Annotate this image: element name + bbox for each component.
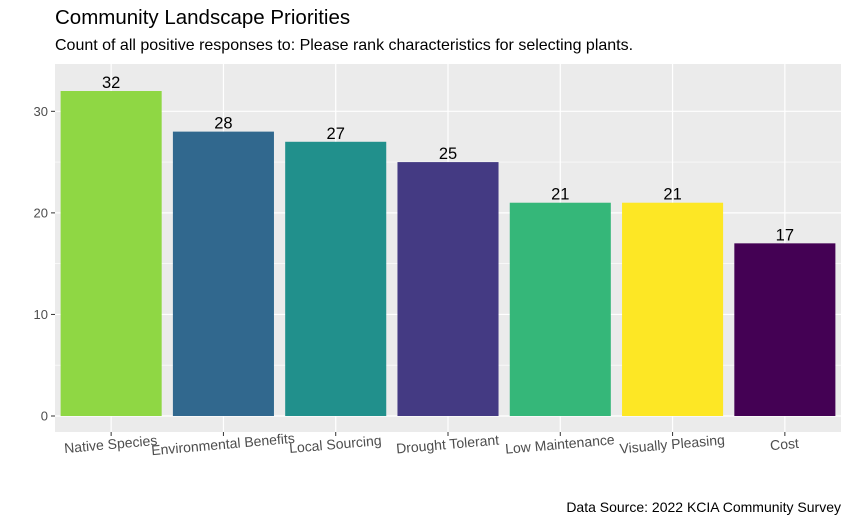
data-label: 32 [102, 74, 120, 92]
y-tick-label: 20 [34, 205, 48, 220]
x-tick-label: Cost [769, 435, 799, 453]
chart-subtitle: Count of all positive responses to: Plea… [55, 37, 634, 54]
data-label: 28 [214, 115, 232, 133]
data-label: 25 [439, 145, 457, 163]
bar [734, 243, 836, 416]
data-label: 21 [551, 186, 569, 204]
x-tick-label: Visually Pleasing [619, 431, 726, 456]
data-labels: 32 28 27 25 21 21 17 [102, 74, 794, 244]
y-tick-label: 10 [34, 307, 48, 322]
chart-title: Community Landscape Priorities [55, 6, 351, 29]
x-tick-label: Native Species [63, 432, 157, 456]
bar [397, 162, 499, 416]
data-label: 17 [776, 226, 794, 244]
chart-caption: Data Source: 2022 KCIA Community Survey [566, 499, 841, 515]
x-tick-label: Drought Tolerant [395, 432, 499, 457]
bar [60, 91, 162, 416]
y-tick-label: 30 [34, 104, 48, 119]
x-tick-label: Low Maintenance [504, 431, 615, 457]
data-label: 27 [327, 125, 345, 143]
data-label: 21 [663, 186, 681, 204]
x-tick-label: Local Sourcing [288, 432, 382, 456]
y-axis: 0 10 20 30 [34, 104, 55, 424]
bars [60, 91, 836, 416]
bar [172, 131, 274, 416]
bar [622, 202, 724, 416]
y-tick-label: 0 [41, 409, 48, 424]
bar [285, 141, 387, 416]
bar [509, 202, 611, 416]
